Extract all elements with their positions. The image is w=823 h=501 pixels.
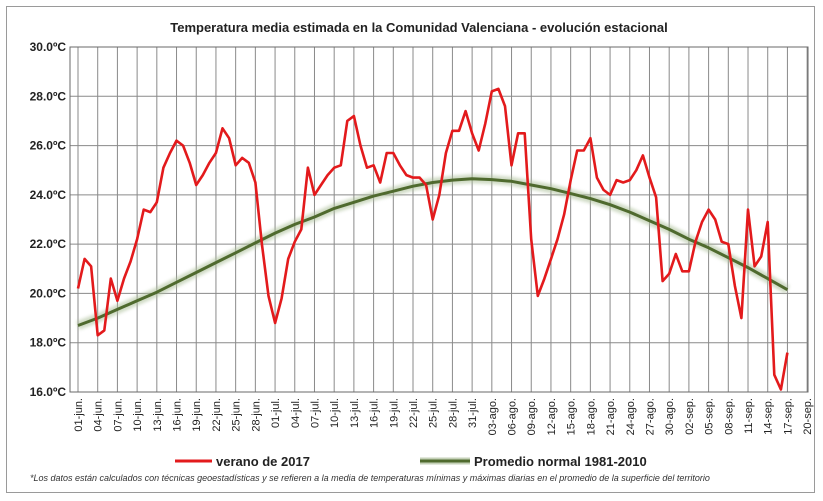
legend-label-verano: verano de 2017 [216,454,310,469]
x-tick-label: 12-ago. [546,398,558,435]
x-tick-label: 14-sep. [763,398,775,435]
x-tick-label: 24-ago. [625,398,637,435]
chart-frame [6,6,815,493]
y-tick-label: 20.0ºC [30,286,67,300]
footnote: *Los datos están calculados con técnicas… [30,473,710,483]
x-tick-label: 07-jul. [309,398,321,428]
series-layer [76,87,790,391]
y-tick-label: 28.0ºC [30,89,67,103]
x-tick-label: 02-sep. [684,398,696,435]
legend: verano de 2017 Promedio normal 1981-2010 [175,454,647,469]
x-tick-label: 22-jul. [408,398,420,428]
x-tick-label: 15-ago. [566,398,578,435]
plot-border [69,46,809,393]
y-tick-label: 16.0ºC [30,385,67,399]
x-tick-label: 19-jul. [388,398,400,428]
x-tick-label: 09-ago. [526,398,538,435]
x-tick-label: 01-jun. [73,398,85,432]
x-axis: 01-jun. 04-jun. 07-jun. 10-jun. 13-jun. 16-ju… [73,398,814,435]
series-verano-2017-line [76,87,789,391]
x-tick-label: 20-sep. [802,398,814,435]
x-tick-label: 01-jul. [270,398,282,428]
x-tick-label: 16-jul. [369,398,381,428]
legend-label-promedio: Promedio normal 1981-2010 [474,454,647,469]
y-axis: 16.0ºC 18.0ºC 20.0ºC 22.0ºC 24.0ºC 26.0ºC 28.0… [30,40,67,399]
x-tick-label: 21-ago. [605,398,617,435]
chart-title: Temperatura media estimada en la Comunid… [170,20,668,35]
y-tick-label: 24.0ºC [30,188,67,202]
x-tick-label: 18-ago. [585,398,597,435]
x-tick-label: 19-jun. [191,398,203,432]
x-tick-label: 17-sep. [782,398,794,435]
x-tick-label: 25-jun. [231,398,243,432]
x-tick-label: 28-jul. [447,398,459,428]
grid-layer [69,46,809,393]
x-tick-label: 30-ago. [664,398,676,435]
x-tick-label: 16-jun. [172,398,184,432]
x-tick-label: 22-jun. [211,398,223,432]
x-tick-label: 10-jun. [132,398,144,432]
x-tick-label: 07-jun. [112,398,124,432]
y-tick-label: 30.0ºC [30,40,67,54]
y-tick-label: 26.0ºC [30,139,67,153]
x-tick-label: 08-sep. [723,398,735,435]
x-tick-label: 04-jun. [93,398,105,432]
x-tick-label: 28-jun. [250,398,262,432]
x-tick-label: 13-jun. [152,398,164,432]
x-tick-label: 10-jul. [329,398,341,428]
y-tick-label: 22.0ºC [30,237,67,251]
y-tick-label: 18.0ºC [30,336,67,350]
x-tick-label: 06-ago. [507,398,519,435]
x-tick-label: 25-jul. [428,398,440,428]
x-tick-label: 31-jul. [467,398,479,428]
x-tick-label: 11-sep. [743,398,755,434]
x-tick-label: 13-jul. [349,398,361,428]
x-tick-label: 05-sep. [704,398,716,435]
x-tick-label: 03-ago. [487,398,499,435]
x-tick-label: 27-ago. [644,398,656,435]
x-tick-label: 04-jul. [290,398,302,428]
series-promedio-line [77,177,789,327]
